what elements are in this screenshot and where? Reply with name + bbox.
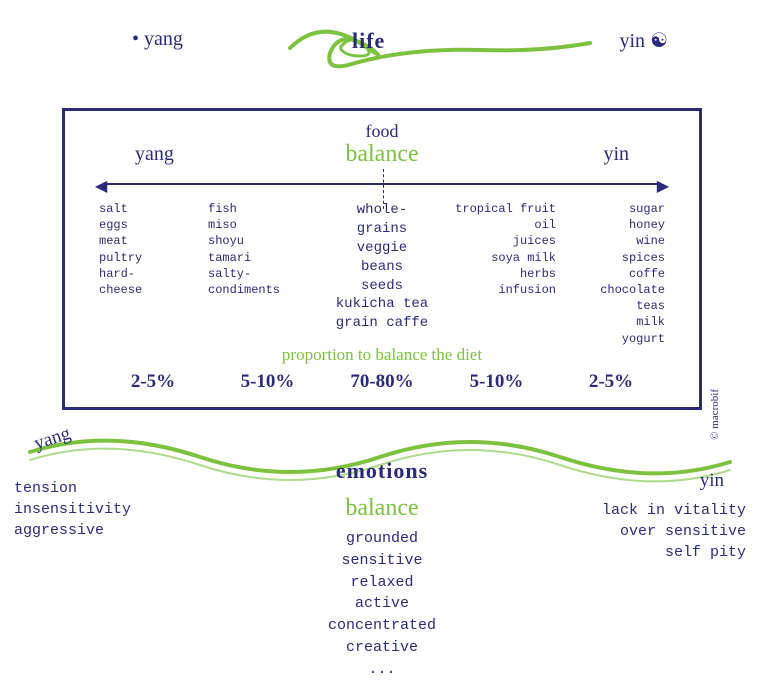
emotion-item: ... <box>0 659 764 681</box>
food-item: salty- <box>208 266 316 282</box>
food-item: coffe <box>557 266 665 282</box>
emotion-item: tension <box>14 478 131 499</box>
food-item: tropical fruit <box>448 201 556 217</box>
pct-2: 70-80% <box>328 371 436 393</box>
pct-0: 2-5% <box>99 371 207 393</box>
emotion-item: grounded <box>0 528 764 550</box>
food-item: tamari <box>208 250 316 266</box>
food-item: whole- <box>317 201 447 220</box>
food-item: salt <box>99 201 207 217</box>
food-item: teas <box>557 298 665 314</box>
arrow-left-icon: ◀ <box>95 176 107 196</box>
food-item: cheese <box>99 282 207 298</box>
emotion-item: active <box>0 593 764 615</box>
food-item: shoyu <box>208 233 316 249</box>
food-col-0: salteggsmeatpultryhard-cheese <box>99 201 207 347</box>
yang-top-label: • yang <box>132 28 183 51</box>
yang-box-label: yang <box>135 143 174 166</box>
food-item: eggs <box>99 217 207 233</box>
food-item: condiments <box>208 282 316 298</box>
food-item: seeds <box>317 277 447 296</box>
pct-1: 5-10% <box>214 371 322 393</box>
emotion-item: concentrated <box>0 615 764 637</box>
food-item: oil <box>448 217 556 233</box>
food-item: kukicha tea <box>317 295 447 314</box>
emotion-item: sensitive <box>0 550 764 572</box>
emotion-item: creative <box>0 637 764 659</box>
food-item: hard- <box>99 266 207 282</box>
pct-3: 5-10% <box>443 371 551 393</box>
food-item: grain caffe <box>317 314 447 333</box>
food-item: herbs <box>448 266 556 282</box>
emotions-balance-list: groundedsensitiverelaxedactiveconcentrat… <box>0 528 764 680</box>
food-item: wine <box>557 233 665 249</box>
emotion-item: relaxed <box>0 572 764 594</box>
yin-box-label: yin <box>603 143 629 166</box>
header: • yang life yin ☯ <box>0 18 764 88</box>
food-item: fish <box>208 201 316 217</box>
food-label: food <box>65 121 699 142</box>
food-item: sugar <box>557 201 665 217</box>
food-item: meat <box>99 233 207 249</box>
food-item: spices <box>557 250 665 266</box>
percent-row: 2-5% 5-10% 70-80% 5-10% 2-5% <box>99 371 665 393</box>
food-col-1: fishmisoshoyutamarisalty-condiments <box>208 201 316 347</box>
food-item: beans <box>317 258 447 277</box>
yin-top-label: yin ☯ <box>620 28 669 53</box>
emotion-item: lack in vitality <box>602 500 746 521</box>
pct-4: 2-5% <box>557 371 665 393</box>
food-item: milk <box>557 314 665 330</box>
food-balance-box: food balance yang yin ◀ ▶ salteggsmeatpu… <box>62 108 702 410</box>
spectrum-line <box>105 183 659 185</box>
life-label: life <box>352 28 385 54</box>
food-item: miso <box>208 217 316 233</box>
food-item: soya milk <box>448 250 556 266</box>
arrow-right-icon: ▶ <box>657 176 669 196</box>
food-col-4: sugarhoneywinespicescoffechocolateteasmi… <box>557 201 665 347</box>
food-item: honey <box>557 217 665 233</box>
life-swirl-icon <box>280 8 600 88</box>
food-item: pultry <box>99 250 207 266</box>
food-item: chocolate <box>557 282 665 298</box>
emotion-item: insensitivity <box>14 499 131 520</box>
food-item: veggie <box>317 239 447 258</box>
food-item: infusion <box>448 282 556 298</box>
proportion-label: proportion to balance the diet <box>65 345 699 365</box>
food-columns: salteggsmeatpultryhard-cheese fishmisosh… <box>99 201 665 347</box>
food-col-2: whole-grainsveggiebeansseedskukicha teag… <box>317 201 447 347</box>
food-item: juices <box>448 233 556 249</box>
food-item: grains <box>317 220 447 239</box>
food-col-3: tropical fruitoiljuicessoya milkherbsinf… <box>448 201 556 347</box>
